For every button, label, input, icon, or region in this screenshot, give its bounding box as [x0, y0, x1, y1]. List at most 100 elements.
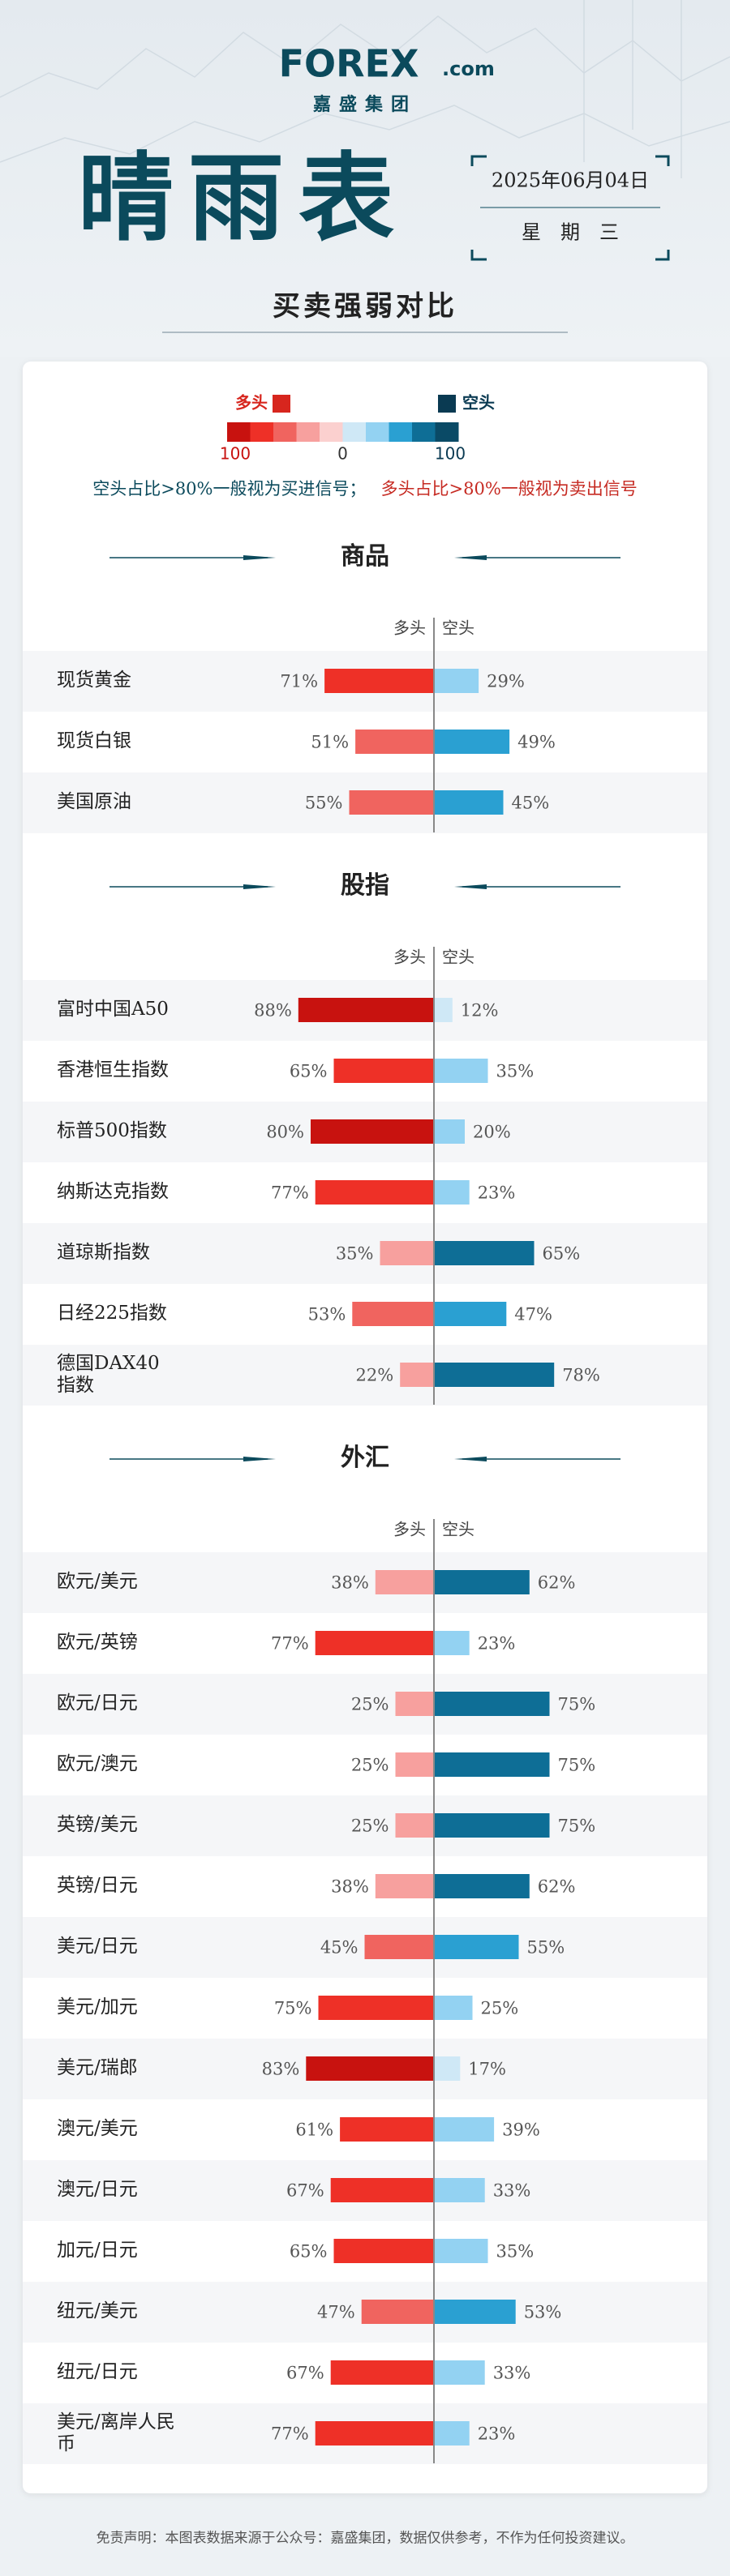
long-bar	[395, 1752, 434, 1777]
short-value: 53%	[524, 2303, 562, 2322]
legend-swatch	[412, 422, 436, 442]
legend-tick: 0	[337, 444, 348, 464]
long-value: 75%	[274, 1999, 312, 2018]
row-label: 香港恒生指数	[57, 1059, 169, 1080]
row-label: 标普500指数	[57, 1120, 167, 1141]
short-bar	[434, 1874, 530, 1898]
date: 2025年06月04日	[492, 169, 649, 192]
row-label: 澳元/日元	[57, 2179, 138, 2200]
row-label: 道琼斯指数	[57, 1242, 150, 1263]
long-bar	[395, 1692, 434, 1716]
long-bar	[298, 998, 434, 1022]
long-bar	[333, 1059, 434, 1083]
section-rule-end	[454, 555, 487, 560]
long-bar	[315, 1180, 434, 1205]
short-bar	[434, 2239, 488, 2263]
column-header: 多头	[393, 618, 426, 638]
long-bar	[375, 1570, 434, 1594]
long-value: 77%	[271, 1183, 309, 1203]
short-value: 33%	[493, 2181, 531, 2201]
short-bar	[434, 2421, 470, 2445]
row-label: 加元/日元	[57, 2240, 138, 2261]
row-label: 美元/瑞郎	[57, 2057, 138, 2078]
legend-tick: 100	[435, 444, 466, 464]
short-bar	[434, 2056, 461, 2081]
legend-short: 空头	[462, 393, 495, 413]
footer: 免责声明：本图表数据来源于公众号：嘉盛集团，数据仅供参考，不作为任何投资建议。	[97, 2531, 634, 2547]
row-label: 现货黄金	[57, 670, 131, 691]
short-value: 49%	[517, 733, 556, 752]
short-value: 35%	[496, 1062, 535, 1081]
section-rule-end	[454, 884, 487, 889]
short-value: 23%	[478, 2424, 516, 2444]
short-value: 39%	[502, 2120, 540, 2140]
row-bg	[23, 1795, 707, 1856]
short-value: 62%	[538, 1573, 576, 1593]
section-rule-end	[243, 1457, 276, 1461]
legend-swatch	[389, 422, 413, 442]
legend-long-key	[273, 395, 290, 413]
legend-swatch	[296, 422, 320, 442]
long-bar	[380, 1241, 434, 1265]
short-bar	[434, 1813, 550, 1838]
long-value: 61%	[295, 2120, 333, 2140]
subtitle: 买卖强弱对比	[273, 290, 457, 323]
row-label: 美元/离岸人民币	[57, 2411, 175, 2454]
short-bar	[434, 2117, 495, 2142]
long-value: 25%	[351, 1816, 389, 1836]
long-bar	[330, 2360, 434, 2385]
weekday: 星 期 三	[522, 221, 619, 244]
short-bar	[434, 1692, 550, 1716]
row-label: 美元/日元	[57, 1936, 138, 1957]
legend-swatch	[227, 422, 251, 442]
row-label: 英镑/日元	[57, 1875, 138, 1896]
column-header: 空头	[442, 618, 474, 638]
short-bar	[434, 2178, 485, 2202]
short-value: 35%	[496, 2242, 535, 2261]
long-value: 77%	[271, 2424, 309, 2444]
long-bar	[361, 2300, 434, 2324]
short-value: 55%	[527, 1938, 565, 1958]
section-title: 股指	[341, 871, 389, 900]
short-value: 33%	[493, 2364, 531, 2383]
short-bar	[434, 998, 453, 1022]
long-bar	[400, 1363, 434, 1387]
column-header: 多头	[393, 948, 426, 967]
long-bar	[349, 790, 434, 815]
long-bar	[395, 1813, 434, 1838]
note-sell: 多头占比>80%一般视为卖出信号	[381, 479, 638, 499]
short-value: 75%	[558, 1816, 596, 1836]
long-value: 83%	[262, 2060, 300, 2079]
column-header: 空头	[442, 948, 474, 967]
long-value: 35%	[336, 1244, 374, 1264]
section-rule-end	[243, 884, 276, 889]
long-value: 25%	[351, 1695, 389, 1714]
short-value: 78%	[562, 1366, 600, 1385]
logo-suffix: .com	[442, 58, 495, 80]
row-label: 澳元/美元	[57, 2118, 138, 2139]
section-rule-end	[454, 1457, 487, 1461]
long-value: 55%	[305, 794, 343, 813]
long-value: 65%	[290, 2242, 328, 2261]
short-bar	[434, 730, 510, 754]
section-title: 外汇	[341, 1444, 389, 1472]
row-label: 欧元/日元	[57, 1692, 138, 1714]
row-bg	[23, 1223, 707, 1284]
row-label: 美国原油	[57, 791, 131, 812]
legend-swatch	[366, 422, 389, 442]
row-label: 欧元/美元	[57, 1571, 138, 1592]
long-value: 67%	[286, 2364, 324, 2383]
short-value: 25%	[481, 1999, 519, 2018]
row-label-line: 德国DAX40	[57, 1353, 160, 1374]
short-value: 23%	[478, 1634, 516, 1654]
date-box	[470, 155, 670, 261]
section-title: 商品	[341, 542, 389, 571]
long-value: 53%	[308, 1305, 346, 1324]
column-header: 多头	[393, 1520, 426, 1539]
long-value: 47%	[317, 2303, 355, 2322]
short-value: 62%	[538, 1877, 576, 1897]
legend-short-key	[438, 395, 456, 413]
short-value: 47%	[514, 1305, 552, 1324]
